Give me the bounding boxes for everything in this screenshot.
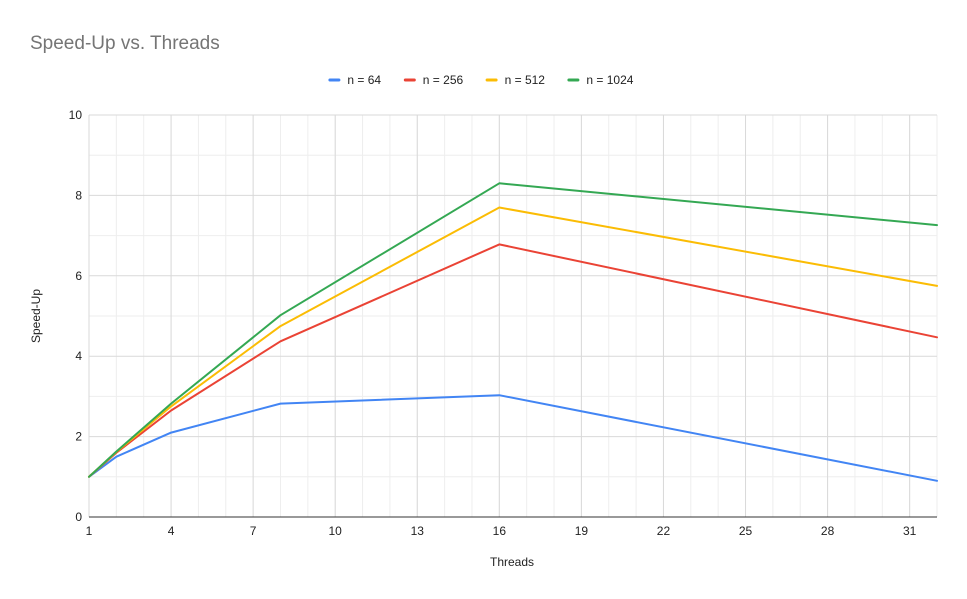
y-tick-label: 2 bbox=[75, 430, 82, 444]
y-tick-label: 8 bbox=[75, 188, 82, 202]
x-tick-label: 22 bbox=[657, 524, 671, 538]
series-line-1 bbox=[88, 394, 938, 482]
legend-swatch bbox=[567, 78, 580, 82]
y-tick-label: 6 bbox=[75, 269, 82, 283]
chart-title: Speed-Up vs. Threads bbox=[30, 33, 220, 54]
x-tick-label: 19 bbox=[575, 524, 589, 538]
legend-item-3: n = 512 bbox=[485, 73, 546, 87]
x-tick-label: 7 bbox=[250, 524, 257, 538]
legend-swatch bbox=[403, 78, 416, 82]
x-tick-label: 4 bbox=[168, 524, 175, 538]
legend-item-1: n = 64 bbox=[328, 73, 381, 87]
legend-item-4: n = 1024 bbox=[567, 73, 634, 87]
legend-label: n = 512 bbox=[505, 73, 546, 87]
x-tick-label: 1 bbox=[86, 524, 93, 538]
series-line-4 bbox=[88, 182, 938, 478]
legend-swatch bbox=[328, 78, 341, 82]
legend-label: n = 1024 bbox=[586, 73, 633, 87]
series-line-2 bbox=[88, 243, 938, 478]
x-tick-label: 31 bbox=[903, 524, 917, 538]
y-tick-label: 10 bbox=[69, 108, 83, 122]
x-tick-label: 16 bbox=[493, 524, 507, 538]
x-axis-title: Threads bbox=[490, 555, 534, 569]
y-axis-title: Speed-Up bbox=[29, 289, 43, 343]
legend-label: n = 64 bbox=[347, 73, 381, 87]
legend: n = 64 n = 256 n = 512 n = 1024 bbox=[328, 73, 634, 87]
x-tick-label: 25 bbox=[739, 524, 753, 538]
y-tick-labels: 0 2 4 6 8 10 bbox=[69, 108, 83, 524]
y-tick-label: 4 bbox=[75, 349, 82, 363]
x-tick-label: 10 bbox=[329, 524, 343, 538]
legend-label: n = 256 bbox=[423, 73, 464, 87]
y-tick-label: 0 bbox=[75, 510, 82, 524]
major-gridlines bbox=[88, 114, 937, 517]
x-tick-label: 13 bbox=[411, 524, 425, 538]
series-lines bbox=[88, 182, 938, 482]
x-tick-labels: 1 4 7 10 13 16 19 22 25 28 31 bbox=[86, 524, 917, 538]
x-tick-label: 28 bbox=[821, 524, 835, 538]
legend-swatch bbox=[485, 78, 498, 82]
legend-item-2: n = 256 bbox=[403, 73, 464, 87]
